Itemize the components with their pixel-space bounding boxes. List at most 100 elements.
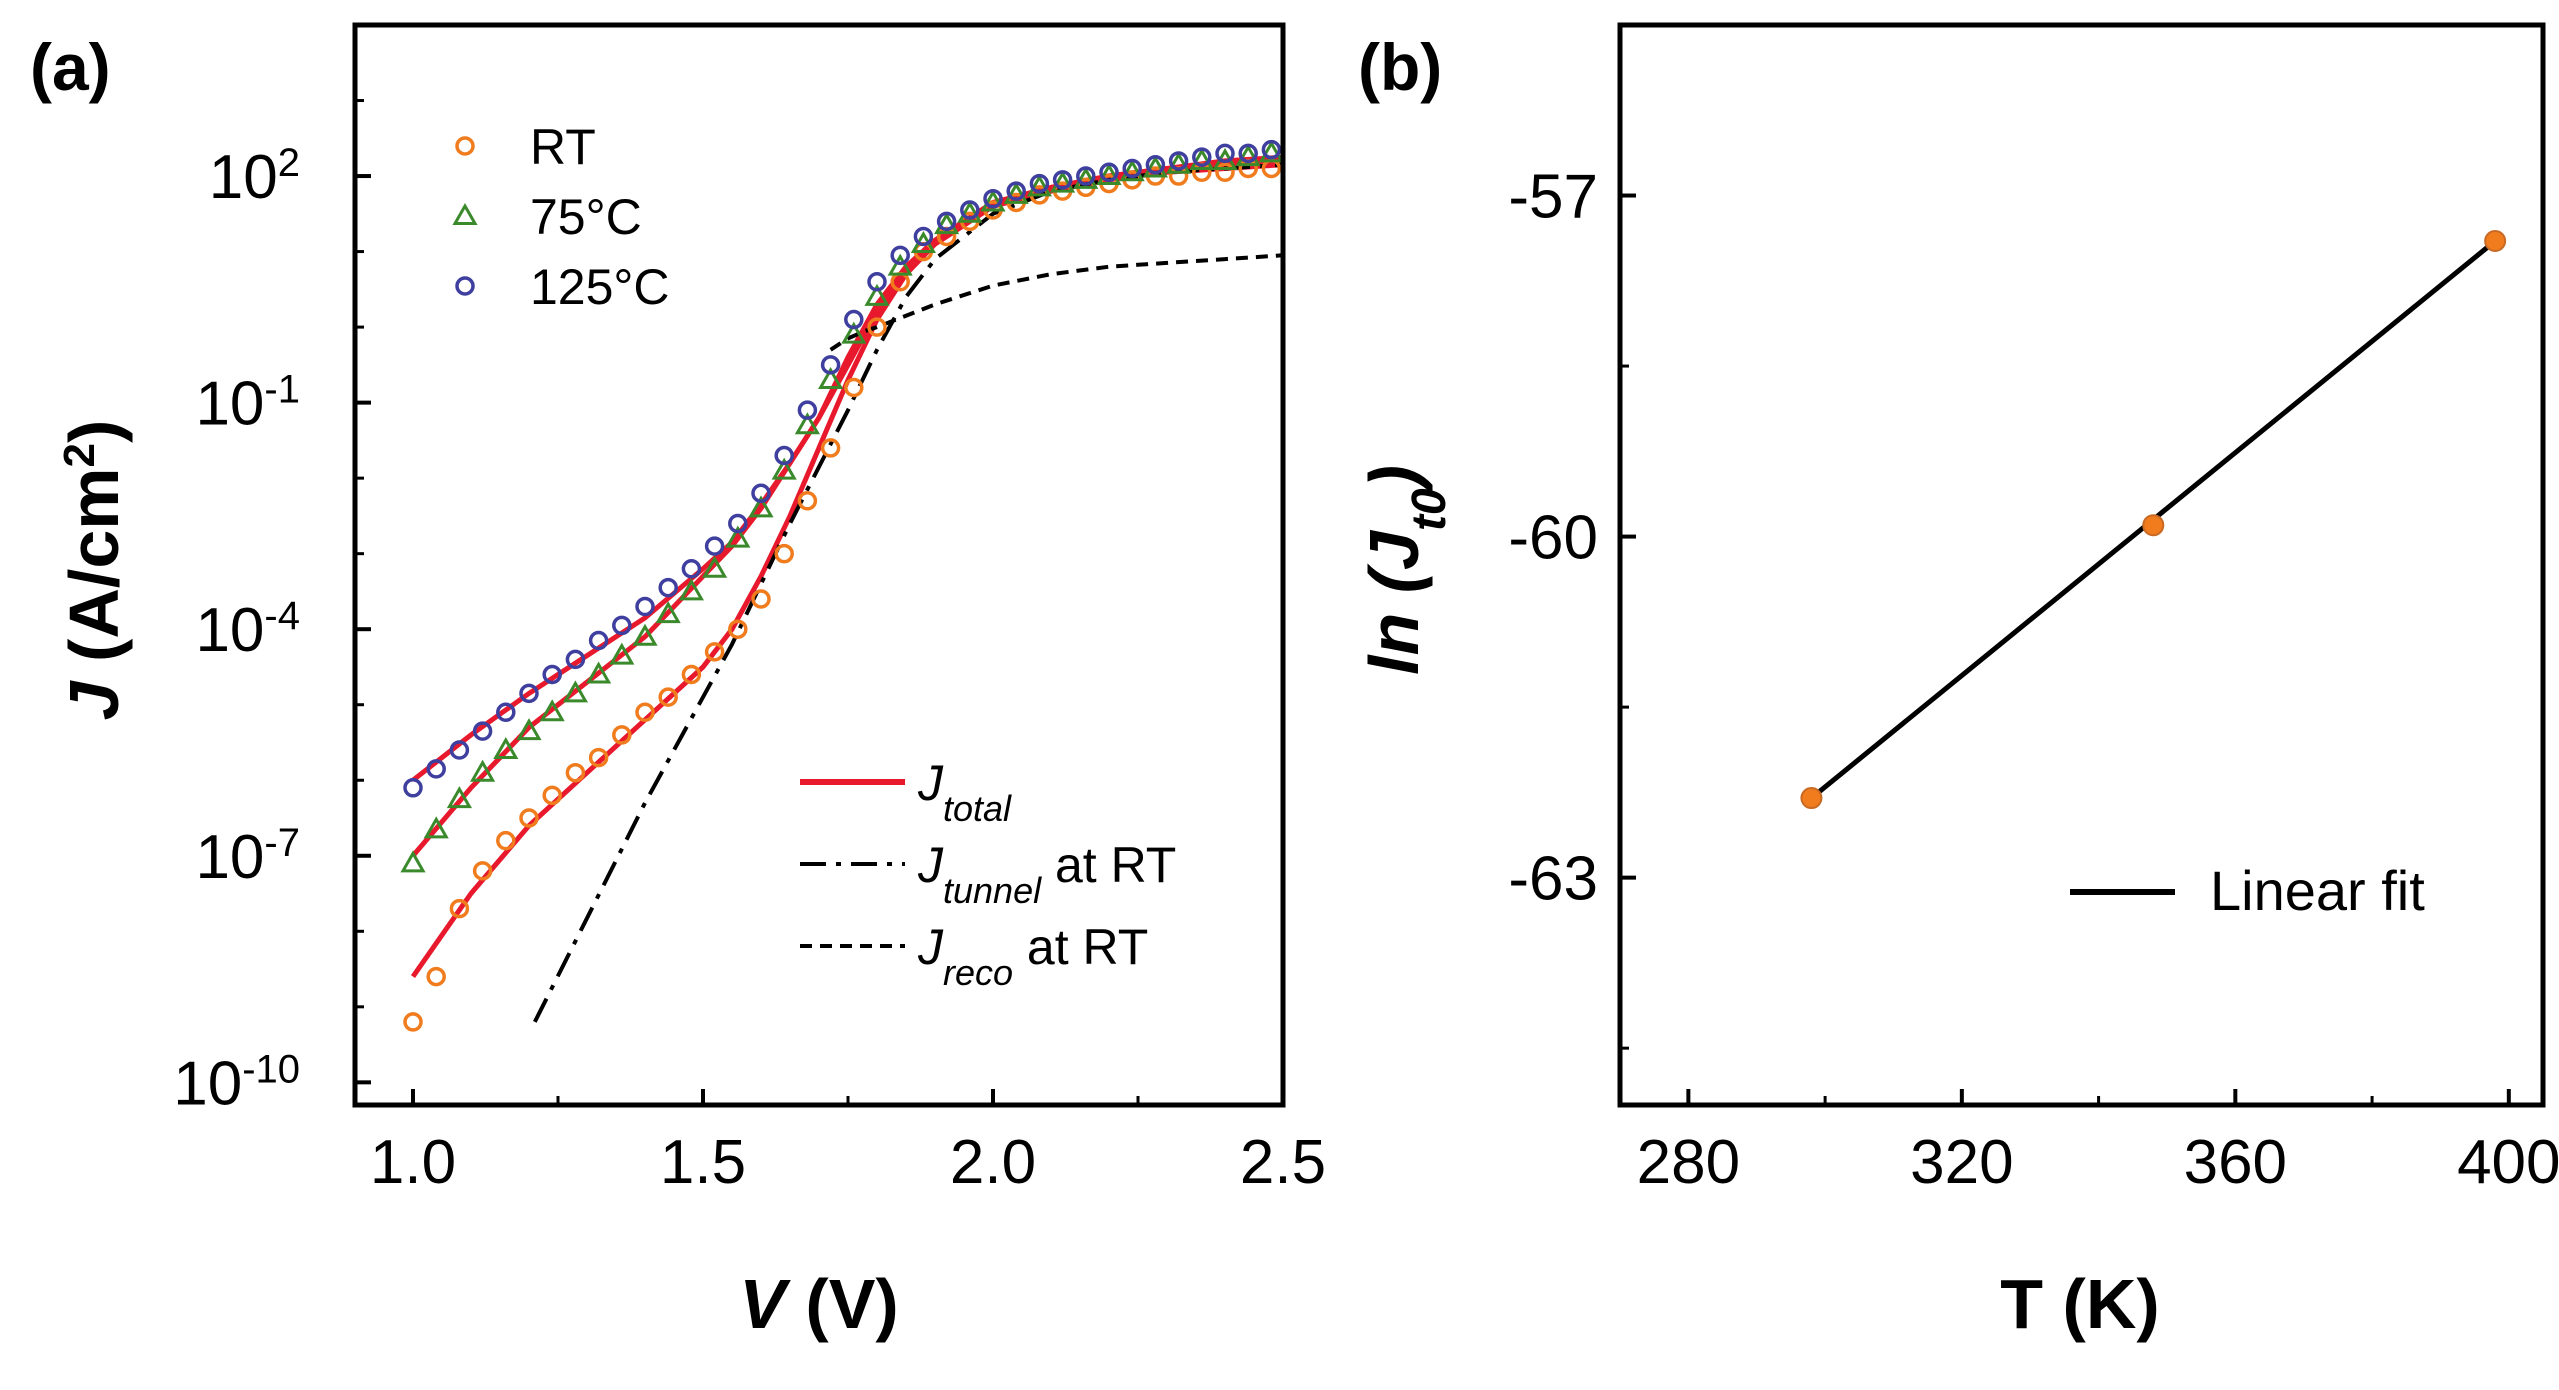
legend-marker-1: [452, 202, 478, 225]
series-0-point: [519, 808, 539, 828]
panel-a-y-axis-title: J (A/cm2): [55, 420, 134, 721]
x-tick-label: 2.0: [950, 1128, 1036, 1197]
series-1-point: [1050, 170, 1076, 193]
series-2-point: [658, 577, 678, 598]
y-tick-label: -63: [1508, 845, 1598, 914]
series-1-point: [516, 718, 542, 741]
y-tick-exponent: -7: [264, 821, 300, 865]
x-tick-label: 1.0: [370, 1128, 456, 1197]
series-1-point: [1026, 174, 1052, 197]
panel-b-axes-frame: [1617, 22, 2546, 1108]
series-2-point: [449, 740, 470, 760]
legend-label-2: 125°C: [530, 259, 670, 315]
series-2-point: [588, 630, 609, 651]
series-2-point: [1029, 173, 1050, 194]
series-0-point: [588, 747, 609, 768]
series-1-point: [841, 321, 867, 344]
series-0-point: [612, 725, 632, 745]
series-0-point: [542, 785, 562, 806]
series-1-point: [818, 366, 844, 389]
series-2-point: [820, 355, 841, 375]
legend-symbol: J: [917, 919, 944, 975]
panel-b-ln-jt0-chart: (b) 280 320 360 400 -57 -60 -63 T (K) ln (Jt0…: [1355, 22, 2559, 1343]
panel-a-plot-area: [400, 139, 1283, 1032]
legend-suffix: at RT: [1013, 919, 1148, 975]
panel-a-y-axis-title-end: ): [55, 420, 133, 443]
series-2-point: [844, 309, 864, 330]
series-1-point: [794, 412, 820, 435]
series-0-point: [449, 898, 470, 919]
series-0-point: [728, 619, 748, 639]
series-2-point: [1261, 139, 1282, 160]
series-1-point: [934, 212, 960, 235]
legend-marker-0: [455, 136, 475, 156]
series-2-point: [635, 596, 655, 617]
legend-subscript: tunnel: [943, 870, 1042, 911]
series-1-point: [980, 189, 1006, 212]
panel-b-legend: Linear fit: [2070, 859, 2425, 922]
series-1-point: [539, 699, 565, 722]
panel-b-y-axis-title-sub: t0: [1403, 488, 1456, 531]
series-1-point: [609, 642, 635, 665]
legend-suffix: at RT: [1041, 837, 1176, 893]
series-1-point: [678, 578, 704, 601]
series-1-point: [470, 759, 496, 782]
series-1-point: [725, 525, 751, 548]
series-2-point: [960, 200, 980, 220]
panel-b-y-axis-title: ln (Jt0): [1355, 465, 1456, 675]
series-1-point: [1096, 163, 1122, 186]
series-0-point: [635, 702, 655, 723]
y-tick-base: 10: [173, 1049, 242, 1118]
panel-a-x-axis-title-symbol: V: [739, 1265, 791, 1343]
y-tick-label: 10-4: [195, 594, 300, 665]
legend-line-label-2: Jreco at RT: [917, 919, 1148, 993]
y-tick-label: 102: [209, 141, 300, 212]
series-2-point: [1145, 154, 1166, 175]
data-point: [2142, 514, 2165, 537]
series-2-point: [913, 226, 934, 247]
y-tick-exponent: -4: [264, 594, 300, 638]
legend-symbol: J: [917, 837, 944, 893]
panel-a-y-axis-title-unit: (A/cm: [55, 467, 133, 681]
legend-label-linear-fit: Linear fit: [2210, 859, 2425, 922]
x-tick-label: 400: [2457, 1128, 2559, 1197]
series-1-point: [562, 680, 588, 703]
y-tick-base: 10: [209, 143, 278, 212]
series-2-point: [681, 559, 702, 579]
series-0-point: [472, 861, 493, 881]
series-2-point: [1052, 170, 1073, 190]
x-tick-label: 280: [1637, 1128, 1740, 1197]
series-0-point: [565, 762, 586, 783]
series-2-point: [1122, 158, 1142, 179]
series-1-point: [1235, 144, 1261, 167]
legend-label-0: RT: [530, 119, 596, 175]
legend-line-label-0: Jtotal: [917, 755, 1012, 829]
series-2-point: [1006, 181, 1026, 201]
series-1-point: [1119, 159, 1145, 182]
legend-symbol: J: [917, 755, 944, 811]
y-tick-base: 10: [195, 596, 264, 665]
legend-line-label-1: Jtunnel at RT: [917, 837, 1176, 911]
series-1-point: [1142, 155, 1168, 178]
series-2-point: [867, 272, 887, 292]
panel-a-legend-markers: RT 75°C 125°C: [452, 119, 670, 315]
series-2-point: [774, 445, 794, 466]
series-1-point: [586, 661, 612, 684]
fit-line-dashed-0: [829, 253, 1283, 352]
series-1-point: [400, 850, 426, 873]
panel-b-y-ticks: -57 -60 -63: [1508, 23, 1636, 1050]
y-tick-label: -57: [1508, 163, 1598, 232]
series-2-point: [612, 615, 632, 636]
panel-b-plot-area: [1800, 230, 2507, 810]
series-0-point: [403, 1012, 423, 1032]
fit-line-solid-2: [411, 154, 1283, 783]
series-2-point: [1099, 162, 1119, 183]
panel-a-x-ticks: 1.0 1.5 2.0 2.5: [370, 1089, 1326, 1197]
series-2-point: [472, 721, 493, 741]
series-1-point: [771, 457, 797, 480]
panel-a-x-axis-title-unit: (V): [786, 1265, 899, 1343]
series-1-point: [1003, 181, 1029, 204]
series-1-point: [632, 623, 658, 646]
